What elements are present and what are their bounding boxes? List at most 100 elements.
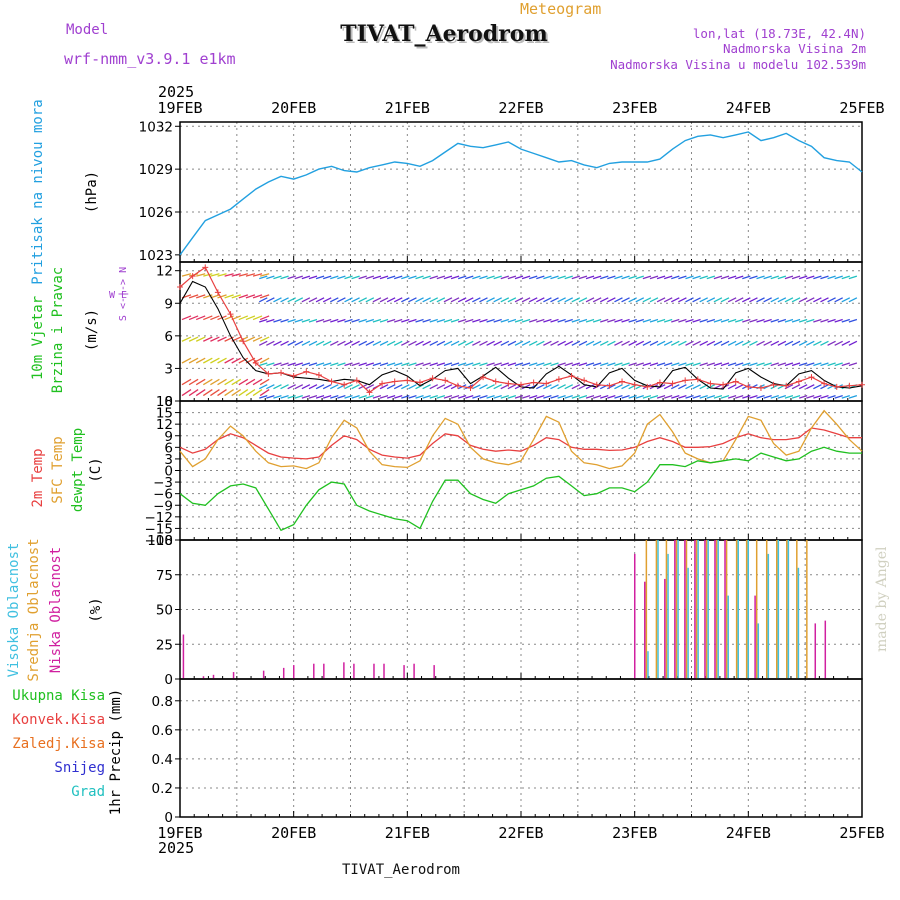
wind-arrow	[685, 384, 694, 390]
wind-arrow	[798, 340, 808, 346]
wind-arrow	[273, 384, 282, 390]
precip-legend-item: Zaledj.Kisa	[12, 736, 105, 752]
wind-arrow	[735, 394, 744, 399]
wind-arrow	[827, 394, 836, 399]
wind-arrow	[585, 362, 595, 367]
wind-arrow	[777, 362, 787, 367]
wind-speed-marker	[555, 376, 562, 383]
wind-arrow	[777, 318, 787, 323]
wind-arrow	[607, 318, 616, 323]
wind-arrow	[720, 340, 730, 346]
wind-arrow	[735, 362, 744, 367]
wind-arrow	[287, 384, 296, 390]
wind-arrow	[791, 340, 801, 346]
wind-arrow	[500, 297, 510, 303]
wind-arrow	[749, 318, 758, 323]
wind-arrow	[238, 294, 249, 299]
wind-arrow	[465, 362, 474, 367]
wind-arrow	[529, 275, 538, 280]
wind-arrow	[258, 340, 268, 346]
wind-arrow	[798, 384, 808, 390]
wind-arrow	[770, 394, 779, 399]
wind-arrow	[756, 318, 765, 323]
wind-arrow	[699, 318, 708, 323]
wind-arrow	[798, 362, 808, 367]
y-tick-label: 9	[164, 429, 173, 445]
wind-arrow	[330, 318, 339, 323]
wind-arrow	[203, 336, 213, 342]
wind-arrow	[273, 340, 282, 346]
wind-arrow	[429, 297, 439, 303]
wind-arrow	[578, 297, 588, 303]
wind-arrow	[365, 297, 375, 303]
wind-arrow	[749, 394, 758, 399]
wind-speed-marker	[240, 338, 247, 345]
wind-arrow	[813, 318, 822, 323]
wind-arrow	[557, 362, 566, 367]
wind-arrow	[472, 384, 481, 390]
y-tick-label: 1029	[139, 162, 173, 178]
wind-arrow	[217, 336, 227, 342]
wind-arrow	[238, 389, 249, 397]
wind-arrow	[252, 315, 263, 321]
wind-arrow	[294, 297, 304, 303]
wind-arrow	[181, 357, 192, 364]
wind-speed-marker	[353, 377, 360, 384]
wind-arrow	[585, 394, 595, 399]
wind-arrow	[791, 394, 801, 399]
station-title-shadow: TIVAT_Aerodrom	[342, 23, 550, 49]
wind-arrow	[820, 318, 829, 323]
wind-arrow	[521, 362, 531, 367]
wind-arrow	[521, 340, 531, 346]
wind-arrow	[457, 275, 467, 280]
wind-arrow	[472, 362, 481, 367]
wind-arrow	[436, 318, 446, 323]
wind-arrow	[351, 384, 360, 390]
wind-arrow	[742, 318, 751, 323]
wind-arrow	[827, 362, 836, 367]
wind-arrow	[322, 275, 332, 280]
wind-arrow	[203, 294, 213, 299]
wind-arrow	[372, 318, 382, 323]
wind-arrow	[280, 297, 289, 303]
wind-arrow	[628, 297, 637, 303]
wind-arrow	[543, 394, 552, 399]
wind-arrow	[692, 394, 701, 399]
wind-arrow	[457, 340, 467, 346]
wind-arrow	[642, 362, 652, 367]
y-tick-label: 75	[156, 568, 173, 584]
wind-arrow	[379, 394, 389, 399]
wind-arrow	[614, 340, 623, 346]
wind-arrow	[322, 340, 332, 346]
wind-arrow	[550, 394, 559, 399]
wind-arrow	[245, 294, 256, 299]
wind-arrow	[301, 318, 311, 323]
wind-arrow	[571, 318, 581, 323]
wind-arrow	[217, 294, 227, 299]
wind-arrow	[720, 394, 730, 399]
wind-arrow	[706, 340, 716, 346]
wind-speed-marker	[757, 384, 764, 391]
wind-arrow	[671, 362, 680, 367]
wind-speed-marker	[732, 378, 739, 385]
wind-arrow	[848, 362, 858, 367]
wind-speed-marker	[315, 371, 322, 378]
wind-arrow	[486, 340, 495, 346]
wind-arrow	[287, 362, 296, 367]
wind-arrow	[358, 362, 367, 367]
y-tick-label: 9	[164, 296, 173, 312]
wind-arrow	[287, 297, 296, 303]
wind-arrow	[386, 362, 396, 367]
wind-arrow	[266, 362, 275, 367]
y-tick-label: 1023	[139, 248, 173, 264]
wind-arrow	[301, 394, 311, 399]
wind-arrow	[188, 389, 199, 397]
wind-arrow	[181, 378, 192, 386]
wind-arrow	[784, 297, 794, 303]
wind-arrow	[344, 297, 353, 303]
panel-frame	[179, 121, 863, 263]
wind-arrow	[628, 340, 637, 346]
wind-speed-marker	[341, 381, 348, 388]
wind-speed-marker	[328, 378, 335, 385]
wind-arrow	[294, 362, 303, 367]
